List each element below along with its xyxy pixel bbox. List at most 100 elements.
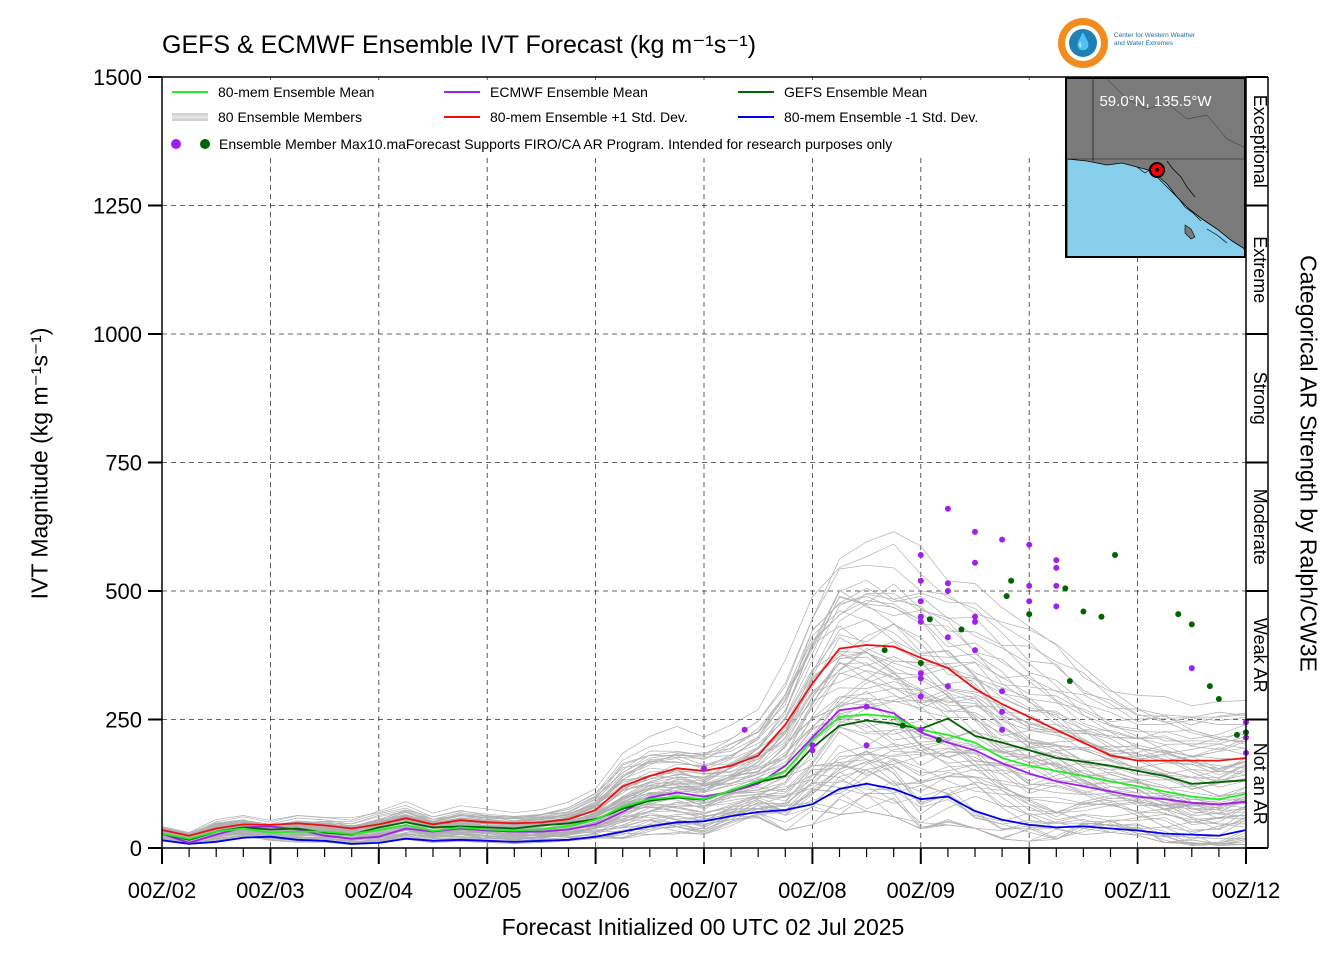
axes: 0 250 500 750 1000 1250 1500 00Z/02 00Z/03 00Z/04… [93, 65, 1280, 903]
right-axis-label: Categorical AR Strength by Ralph/CW3E [1295, 255, 1322, 672]
x-tick-label: 00Z/03 [236, 878, 305, 903]
ensemble-member-line [161, 624, 1247, 836]
member-max-point [1215, 695, 1222, 702]
member-max-point [972, 647, 978, 654]
chart-title: GEFS & ECMWF Ensemble IVT Forecast (kg m… [162, 31, 757, 59]
member-max-point [1053, 603, 1060, 610]
x-tick-label: 00Z/12 [1212, 878, 1281, 903]
ensemble-member-line [161, 759, 1247, 841]
member-max-point [1053, 557, 1060, 564]
ensemble-member-line [161, 699, 1247, 835]
ensemble-member-line [161, 765, 1247, 843]
member-max-point [917, 598, 924, 605]
ensemble-member-line [161, 695, 1247, 838]
ensemble-member-line [161, 543, 1247, 834]
coastline-detail [1136, 160, 1228, 244]
y-tick-label: 750 [105, 451, 142, 476]
category-label: Not an AR [1250, 743, 1270, 825]
member-max-point [972, 618, 978, 625]
logo-line2: and Water Extremes [1114, 40, 1174, 47]
inset-map-graphic [1067, 79, 1244, 256]
member-max-point [1026, 582, 1033, 589]
member-max-point [809, 742, 816, 749]
legend-label: ECMWF Ensemble Mean [490, 84, 648, 100]
y-tick-label: 1000 [93, 322, 142, 347]
member-max-point [917, 577, 924, 584]
y-tick-label: 0 [130, 836, 142, 861]
member-max-point [701, 765, 707, 772]
legend-label: 80 Ensemble Members [218, 109, 362, 125]
ensemble-member-line [161, 751, 1247, 842]
member-max-point [899, 722, 906, 729]
legend-label: 80-mem Ensemble Mean [218, 84, 374, 100]
member-max-point [917, 675, 924, 682]
legend-max-label: Ensemble Member Max [219, 136, 367, 152]
inset-map: 59.0°N, 135.5°W [1065, 77, 1246, 258]
ensemble-member-line [161, 652, 1247, 837]
member-max-point [917, 726, 924, 733]
ensemble-member-line [161, 641, 1247, 836]
y-tick-label: 250 [105, 708, 142, 733]
legend-box [166, 80, 1034, 158]
x-tick-label: 00Z/11 [1104, 878, 1171, 903]
member-max-point [926, 616, 933, 623]
x-tick-label: 00Z/04 [345, 878, 414, 903]
member-max-point [809, 747, 816, 754]
member-max-point [1188, 665, 1195, 672]
member-max-point [1008, 577, 1015, 584]
member-max-point [1175, 611, 1182, 618]
member-max-point [863, 703, 870, 710]
y-axis-label: IVT Magnitude (kg m⁻¹s⁻¹) [26, 327, 53, 600]
series-line [161, 782, 1247, 845]
legend-ecmwf-dot [171, 139, 181, 149]
member-max-point [917, 659, 924, 666]
ensemble-member-line [161, 798, 1247, 846]
member-max-point [1080, 608, 1087, 615]
y-tick-label: 1250 [93, 194, 142, 219]
member-max-point [917, 613, 924, 620]
ensemble-member-line [161, 587, 1247, 835]
legend-label: 80-mem Ensemble +1 Std. Dev. [490, 109, 688, 125]
member-max-point [1112, 552, 1119, 559]
x-tick-label: 00Z/09 [887, 878, 956, 903]
category-labels: Not an AR Weak AR Moderate Strong Extreme Exc… [1250, 95, 1270, 825]
legend-label: GEFS Ensemble Mean [784, 84, 927, 100]
legend-note: 10.maForecast Supports FIRO/CA AR Progra… [367, 136, 892, 152]
member-max-point [999, 726, 1006, 733]
series-line [161, 713, 1247, 840]
member-max-point [944, 505, 951, 512]
member-max-point [863, 742, 870, 749]
member-max-point [958, 626, 965, 633]
member-max-point [881, 647, 888, 654]
inset-location-label: 59.0°N, 135.5°W [1099, 93, 1212, 110]
ensemble-member-line [161, 637, 1247, 835]
member-max-point [944, 580, 951, 587]
water-drop-icon: 💧 [1069, 29, 1097, 57]
member-max-point [944, 683, 951, 690]
member-max-point [1026, 598, 1033, 605]
member-max-point [1066, 677, 1073, 684]
y-tick-label: 1500 [93, 65, 142, 90]
cw3e-logo: 💧 Center for Western Weather and Water E… [1058, 18, 1258, 72]
legend: 80-mem Ensemble Mean ECMWF Ensemble Mean G… [166, 80, 1034, 158]
member-max-point [1053, 582, 1060, 589]
member-max-point [1233, 731, 1240, 738]
member-max-point [972, 528, 978, 535]
x-tick-label: 00Z/05 [453, 878, 522, 903]
category-label: Extreme [1250, 236, 1270, 303]
member-max-point [1062, 585, 1069, 592]
logo-line1: Center for Western Weather [1114, 32, 1196, 39]
x-tick-label: 00Z/02 [128, 878, 197, 903]
ensemble-member-line [161, 592, 1247, 836]
member-max-point [917, 552, 924, 559]
member-max-point [999, 708, 1006, 715]
member-max-point [917, 670, 924, 677]
member-max-point [1053, 564, 1060, 571]
category-label: Weak AR [1250, 618, 1270, 693]
ensemble-member-line [161, 717, 1247, 837]
member-max-point [1026, 611, 1033, 618]
member-max-point [1188, 621, 1195, 628]
member-max-point [999, 688, 1006, 695]
category-label: Strong [1250, 372, 1270, 425]
island-shape [1184, 224, 1196, 240]
